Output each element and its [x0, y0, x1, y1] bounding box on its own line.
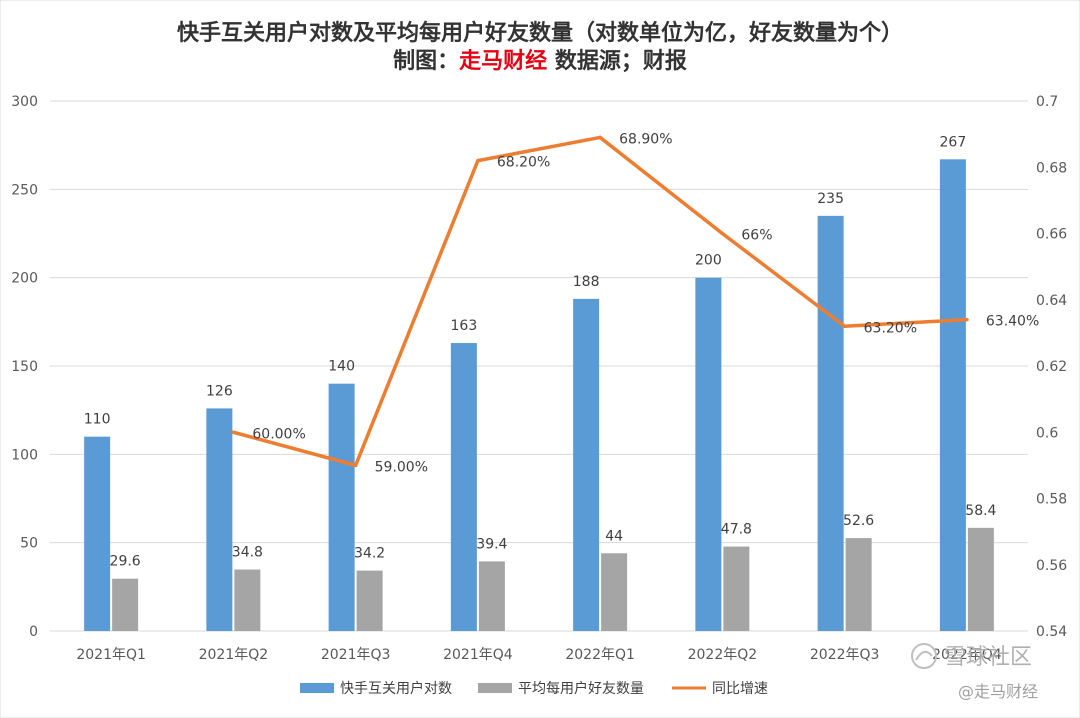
left-tick-label: 250	[11, 182, 38, 198]
left-axis: 0 50 100 150 200 250 300	[11, 94, 38, 640]
growth-label: 68.20%	[497, 155, 550, 171]
watermark-logo-icon	[911, 643, 937, 669]
growth-point	[965, 317, 969, 322]
x-tick-label: 2021年Q3	[321, 647, 391, 663]
growth-label: 66%	[741, 228, 772, 244]
chart-title: 快手互关用户对数及平均每用户好友数量（对数单位为亿，好友数量为个）	[177, 20, 903, 46]
x-tick-label: 2022年Q3	[810, 647, 880, 663]
bar-label-interaction-pairs: 267	[940, 134, 967, 150]
bar-label-interaction-pairs: 235	[817, 191, 844, 207]
x-tick-label: 2021年Q4	[443, 647, 513, 663]
subtitle-prefix: 制图：	[393, 48, 459, 74]
growth-point	[353, 463, 358, 468]
chart-subtitle: 制图：走马财经 数据源；财报	[393, 48, 687, 74]
watermark: 雪球社区 @走马财经	[911, 643, 1038, 701]
legend-swatch-interaction-pairs	[300, 683, 334, 693]
bar-avg-friends	[967, 527, 994, 631]
bar-label-interaction-pairs: 110	[84, 412, 111, 428]
growth-point	[231, 430, 236, 435]
bar-interaction-pairs	[817, 215, 844, 632]
left-tick-label: 300	[11, 94, 38, 110]
legend-label-growth: 同比增速	[712, 681, 768, 697]
right-tick-label: 0.66	[1036, 227, 1067, 243]
bar-avg-friends	[112, 578, 139, 631]
growth-point	[598, 135, 602, 140]
right-tick-label: 0.68	[1036, 160, 1067, 176]
bar-label-avg-friends: 44	[605, 528, 623, 544]
bar-interaction-pairs	[450, 343, 477, 631]
bar-avg-friends	[845, 538, 872, 631]
bar-label-interaction-pairs: 200	[695, 253, 722, 269]
bar-label-avg-friends: 58.4	[965, 503, 996, 519]
bar-avg-friends	[356, 570, 383, 631]
bar-series: 110 29.6 126 34.8 140 34.2 163 39.4 188 44 200 47.8…	[84, 134, 997, 632]
x-tick-label: 2022年Q1	[565, 647, 635, 663]
growth-label: 59.00%	[375, 459, 428, 475]
legend-swatch-avg-friends	[478, 683, 512, 693]
growth-point	[720, 231, 725, 236]
growth-point	[476, 158, 480, 163]
growth-label: 63.20%	[864, 320, 917, 336]
left-tick-label: 200	[11, 271, 38, 287]
bar-label-avg-friends: 47.8	[721, 522, 752, 538]
bar-label-avg-friends: 39.4	[476, 536, 507, 552]
right-tick-label: 0.64	[1036, 293, 1067, 309]
bar-label-interaction-pairs: 163	[451, 318, 478, 334]
x-tick-label: 2021年Q2	[199, 647, 269, 663]
right-tick-label: 0.58	[1036, 492, 1067, 508]
bar-avg-friends	[478, 561, 505, 631]
subtitle-suffix: 数据源；财报	[547, 48, 687, 74]
bar-interaction-pairs	[695, 277, 722, 631]
right-tick-label: 0.62	[1036, 359, 1067, 375]
growth-label: 60.00%	[252, 426, 305, 442]
bar-label-avg-friends: 34.8	[232, 545, 263, 561]
x-tick-label: 2022年Q4	[932, 647, 1002, 663]
x-tick-label: 2021年Q1	[76, 647, 146, 663]
bar-label-interaction-pairs: 126	[206, 383, 233, 399]
bar-interaction-pairs	[206, 408, 233, 631]
bar-label-interaction-pairs: 188	[573, 274, 600, 290]
bar-label-avg-friends: 29.6	[110, 554, 141, 570]
line-series: 60.00% 59.00% 68.20% 68.90% 66% 63.20% 63.40%	[231, 131, 1039, 475]
growth-label: 68.90%	[619, 131, 672, 147]
bar-label-avg-friends: 34.2	[354, 546, 385, 562]
watermark-main: 雪球社区	[944, 645, 1032, 670]
bar-interaction-pairs	[328, 383, 355, 631]
bar-avg-friends	[234, 569, 261, 631]
right-axis: 0.54 0.56 0.58 0.6 0.62 0.64 0.66 0.68 0.7	[1036, 94, 1067, 640]
growth-label: 63.40%	[986, 314, 1039, 330]
left-tick-label: 100	[11, 447, 38, 463]
bar-label-interaction-pairs: 140	[328, 359, 355, 375]
watermark-sub: @走马财经	[958, 682, 1038, 701]
bar-avg-friends	[723, 546, 750, 631]
subtitle-brand: 走马财经	[459, 48, 547, 74]
x-axis: 2021年Q1 2021年Q2 2021年Q3 2021年Q4 2022年Q1 2022年…	[76, 647, 1001, 663]
bar-interaction-pairs	[939, 159, 966, 632]
growth-point	[842, 324, 847, 329]
legend-label-interaction-pairs: 快手互关用户对数	[340, 680, 452, 697]
left-tick-label: 150	[11, 359, 38, 375]
legend: 快手互关用户对数 平均每用户好友数量 同比增速	[300, 680, 768, 697]
bar-interaction-pairs	[84, 436, 111, 631]
right-tick-label: 0.54	[1036, 624, 1067, 640]
right-tick-label: 0.6	[1036, 425, 1058, 441]
left-tick-label: 0	[29, 624, 38, 640]
bar-label-avg-friends: 52.6	[843, 513, 874, 529]
right-tick-label: 0.7	[1036, 94, 1058, 110]
right-tick-label: 0.56	[1036, 558, 1067, 574]
left-tick-label: 50	[20, 536, 38, 552]
legend-label-avg-friends: 平均每用户好友数量	[518, 680, 644, 697]
x-tick-label: 2022年Q2	[688, 647, 758, 663]
bar-avg-friends	[601, 553, 628, 631]
bar-interaction-pairs	[573, 298, 600, 631]
